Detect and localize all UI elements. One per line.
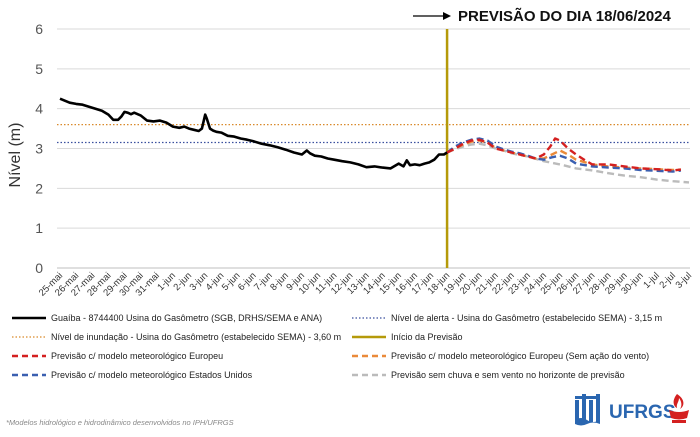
y-tick-label: 1 [35, 220, 43, 236]
y-tick-label: 5 [35, 61, 43, 77]
legend-label: Nível de inundação - Usina do Gasômetro … [51, 332, 342, 342]
legend-label: Nível de alerta - Usina do Gasômetro (es… [391, 313, 663, 323]
legend-item-us: Previsão c/ modelo meteorológico Estados… [12, 370, 252, 380]
iph-logo [575, 394, 600, 426]
series-line [59, 97, 448, 170]
legend-label: Previsão c/ modelo meteorológico Estados… [51, 370, 253, 380]
x-axis-ticks: 25-mai26-mai27-mai28-mai29-mai30-mai31-m… [37, 270, 694, 298]
right-arrow-head-icon [443, 12, 451, 20]
legend-label: Guaíba - 8744400 Usina do Gasômetro (SGB… [51, 313, 323, 323]
y-axis-ticks: 0 1 2 3 4 5 6 [35, 21, 43, 276]
legend-label: Início da Previsão [391, 332, 463, 342]
grid-lines [57, 28, 690, 269]
legend-item-forecast-start: Início da Previsão [352, 332, 463, 342]
legend-label: Previsão c/ modelo meteorológico Europeu… [391, 351, 650, 361]
legend-item-european-no-wind: Previsão c/ modelo meteorológico Europeu… [352, 351, 649, 361]
series-line [446, 137, 682, 172]
legend-item-no-rain-no-wind: Previsão sem chuva e sem vento no horizo… [352, 370, 625, 380]
y-tick-label: 3 [35, 141, 43, 157]
y-axis-label: Nível (m) [7, 123, 24, 188]
series-line [446, 142, 690, 184]
x-tick-label: 3-jul [674, 270, 694, 290]
series-lines [59, 97, 690, 184]
level-chart: PREVISÃO DO DIA 18/06/2024 Nível (m) 0 1 2… [7, 7, 694, 299]
legend-label: Previsão sem chuva e sem vento no horizo… [391, 370, 625, 380]
y-tick-label: 0 [35, 260, 43, 276]
legend-item-flood-level: Nível de inundação - Usina do Gasômetro … [12, 332, 341, 342]
footnote: *Modelos hidrológico e hidrodinâmico des… [6, 418, 234, 427]
chart-header: PREVISÃO DO DIA 18/06/2024 [413, 7, 672, 25]
y-tick-label: 4 [35, 101, 43, 117]
y-tick-label: 6 [35, 21, 43, 37]
legend-item-alert-level: Nível de alerta - Usina do Gasômetro (es… [352, 313, 662, 323]
legend-item-observed: Guaíba - 8744400 Usina do Gasômetro (SGB… [12, 313, 322, 323]
institution-logos: UFRGS [575, 394, 689, 426]
legend-label: Previsão c/ modelo meteorológico Europeu [51, 351, 224, 361]
legend-item-european: Previsão c/ modelo meteorológico Europeu [12, 351, 223, 361]
reference-lines [57, 29, 690, 268]
y-tick-label: 2 [35, 180, 43, 196]
ufrgs-flame-logo [669, 394, 689, 423]
ufrgs-wordmark: UFRGS [609, 402, 676, 423]
chart-title: PREVISÃO DO DIA 18/06/2024 [458, 7, 672, 25]
